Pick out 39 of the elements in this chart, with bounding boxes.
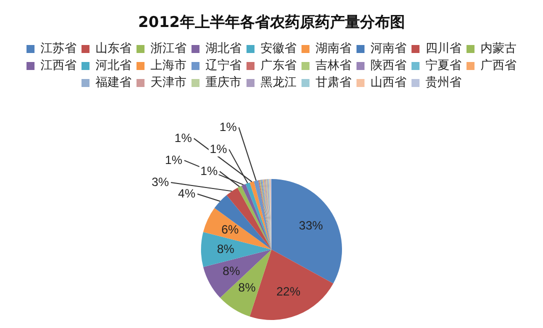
legend-label: 安徽省 [260, 41, 296, 56]
data-label: 1% [174, 130, 192, 145]
data-label: 1% [219, 120, 238, 134]
legend-label: 内蒙古 [480, 41, 516, 56]
legend-label: 山东省 [96, 41, 132, 56]
data-label: 1% [210, 142, 228, 156]
legend-label: 广东省 [260, 58, 296, 72]
legend-label: 湖南省 [316, 41, 352, 56]
data-label: 8% [217, 242, 235, 256]
legend-label: 广西省 [480, 58, 516, 72]
legend-label: 浙江省 [150, 41, 186, 56]
data-label: 22% [276, 284, 301, 298]
legend-label: 天津市 [150, 75, 186, 90]
legend-label: 重庆市 [206, 75, 242, 90]
legend-label: 贵州省 [426, 75, 462, 90]
legend-label: 湖北省 [206, 41, 242, 56]
data-label: 8% [222, 264, 240, 278]
legend-label: 甘肃省 [316, 75, 352, 90]
legend-label: 陕西省 [370, 58, 406, 72]
legend-label: 山西省 [370, 75, 406, 90]
legend-label: 吉林省 [316, 58, 352, 72]
legend-label: 河北省 [96, 58, 132, 72]
data-label: 8% [238, 280, 256, 295]
legend-label: 四川省 [426, 41, 462, 56]
data-label: 3% [152, 174, 170, 189]
legend-label: 辽宁省 [206, 58, 242, 72]
legend-label: 福建省 [96, 75, 132, 90]
data-label: 1% [164, 152, 183, 167]
legend-label: 宁夏省 [426, 58, 462, 72]
legend-label: 上海市 [150, 58, 186, 72]
data-label: 4% [178, 186, 196, 200]
data-label: 33% [298, 218, 324, 232]
data-label: 1% [200, 164, 218, 178]
legend-label: 河南省 [370, 41, 406, 56]
legend-label: 江苏省 [40, 41, 76, 56]
legend-label: 黑龙江 [260, 75, 296, 90]
chart-title: 2012年上半年各省农药原药产量分布图 [138, 12, 405, 31]
legend-label: 江西省 [40, 58, 76, 72]
data-label: 6% [221, 222, 240, 236]
